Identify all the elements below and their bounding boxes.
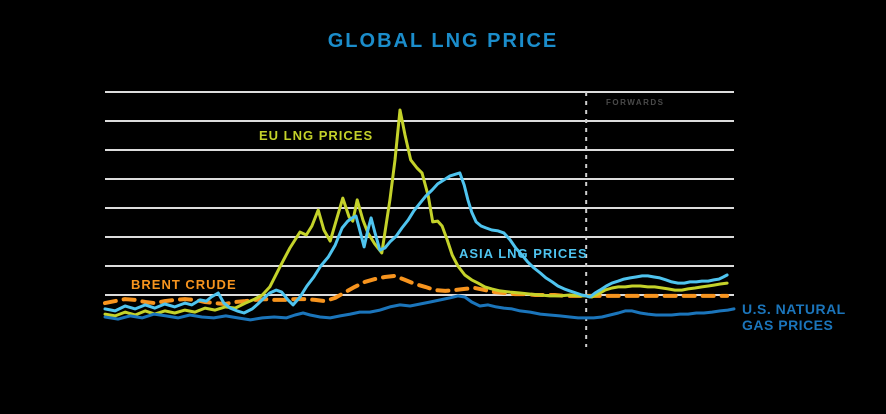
chart-title: GLOBAL LNG PRICE	[327, 30, 559, 52]
series-line-eu-lng-prices	[103, 108, 729, 318]
label-asia-lng-prices: ASIA LNG PRICES	[459, 246, 588, 261]
label-us-natural-gas-prices: U.S. NATURAL GAS PRICES	[742, 301, 846, 333]
label-brent-crude: BRENT CRUDE	[131, 277, 237, 292]
series-line-u-s-natural-gas-prices	[103, 294, 736, 322]
label-us-natural-gas-line2: GAS PRICES	[742, 317, 834, 333]
series-line-asia-lng-prices	[103, 171, 729, 315]
label-forwards: FORWARDS	[606, 98, 665, 107]
label-us-natural-gas-line1: U.S. NATURAL	[742, 301, 846, 317]
label-eu-lng-prices: EU LNG PRICES	[259, 128, 374, 143]
